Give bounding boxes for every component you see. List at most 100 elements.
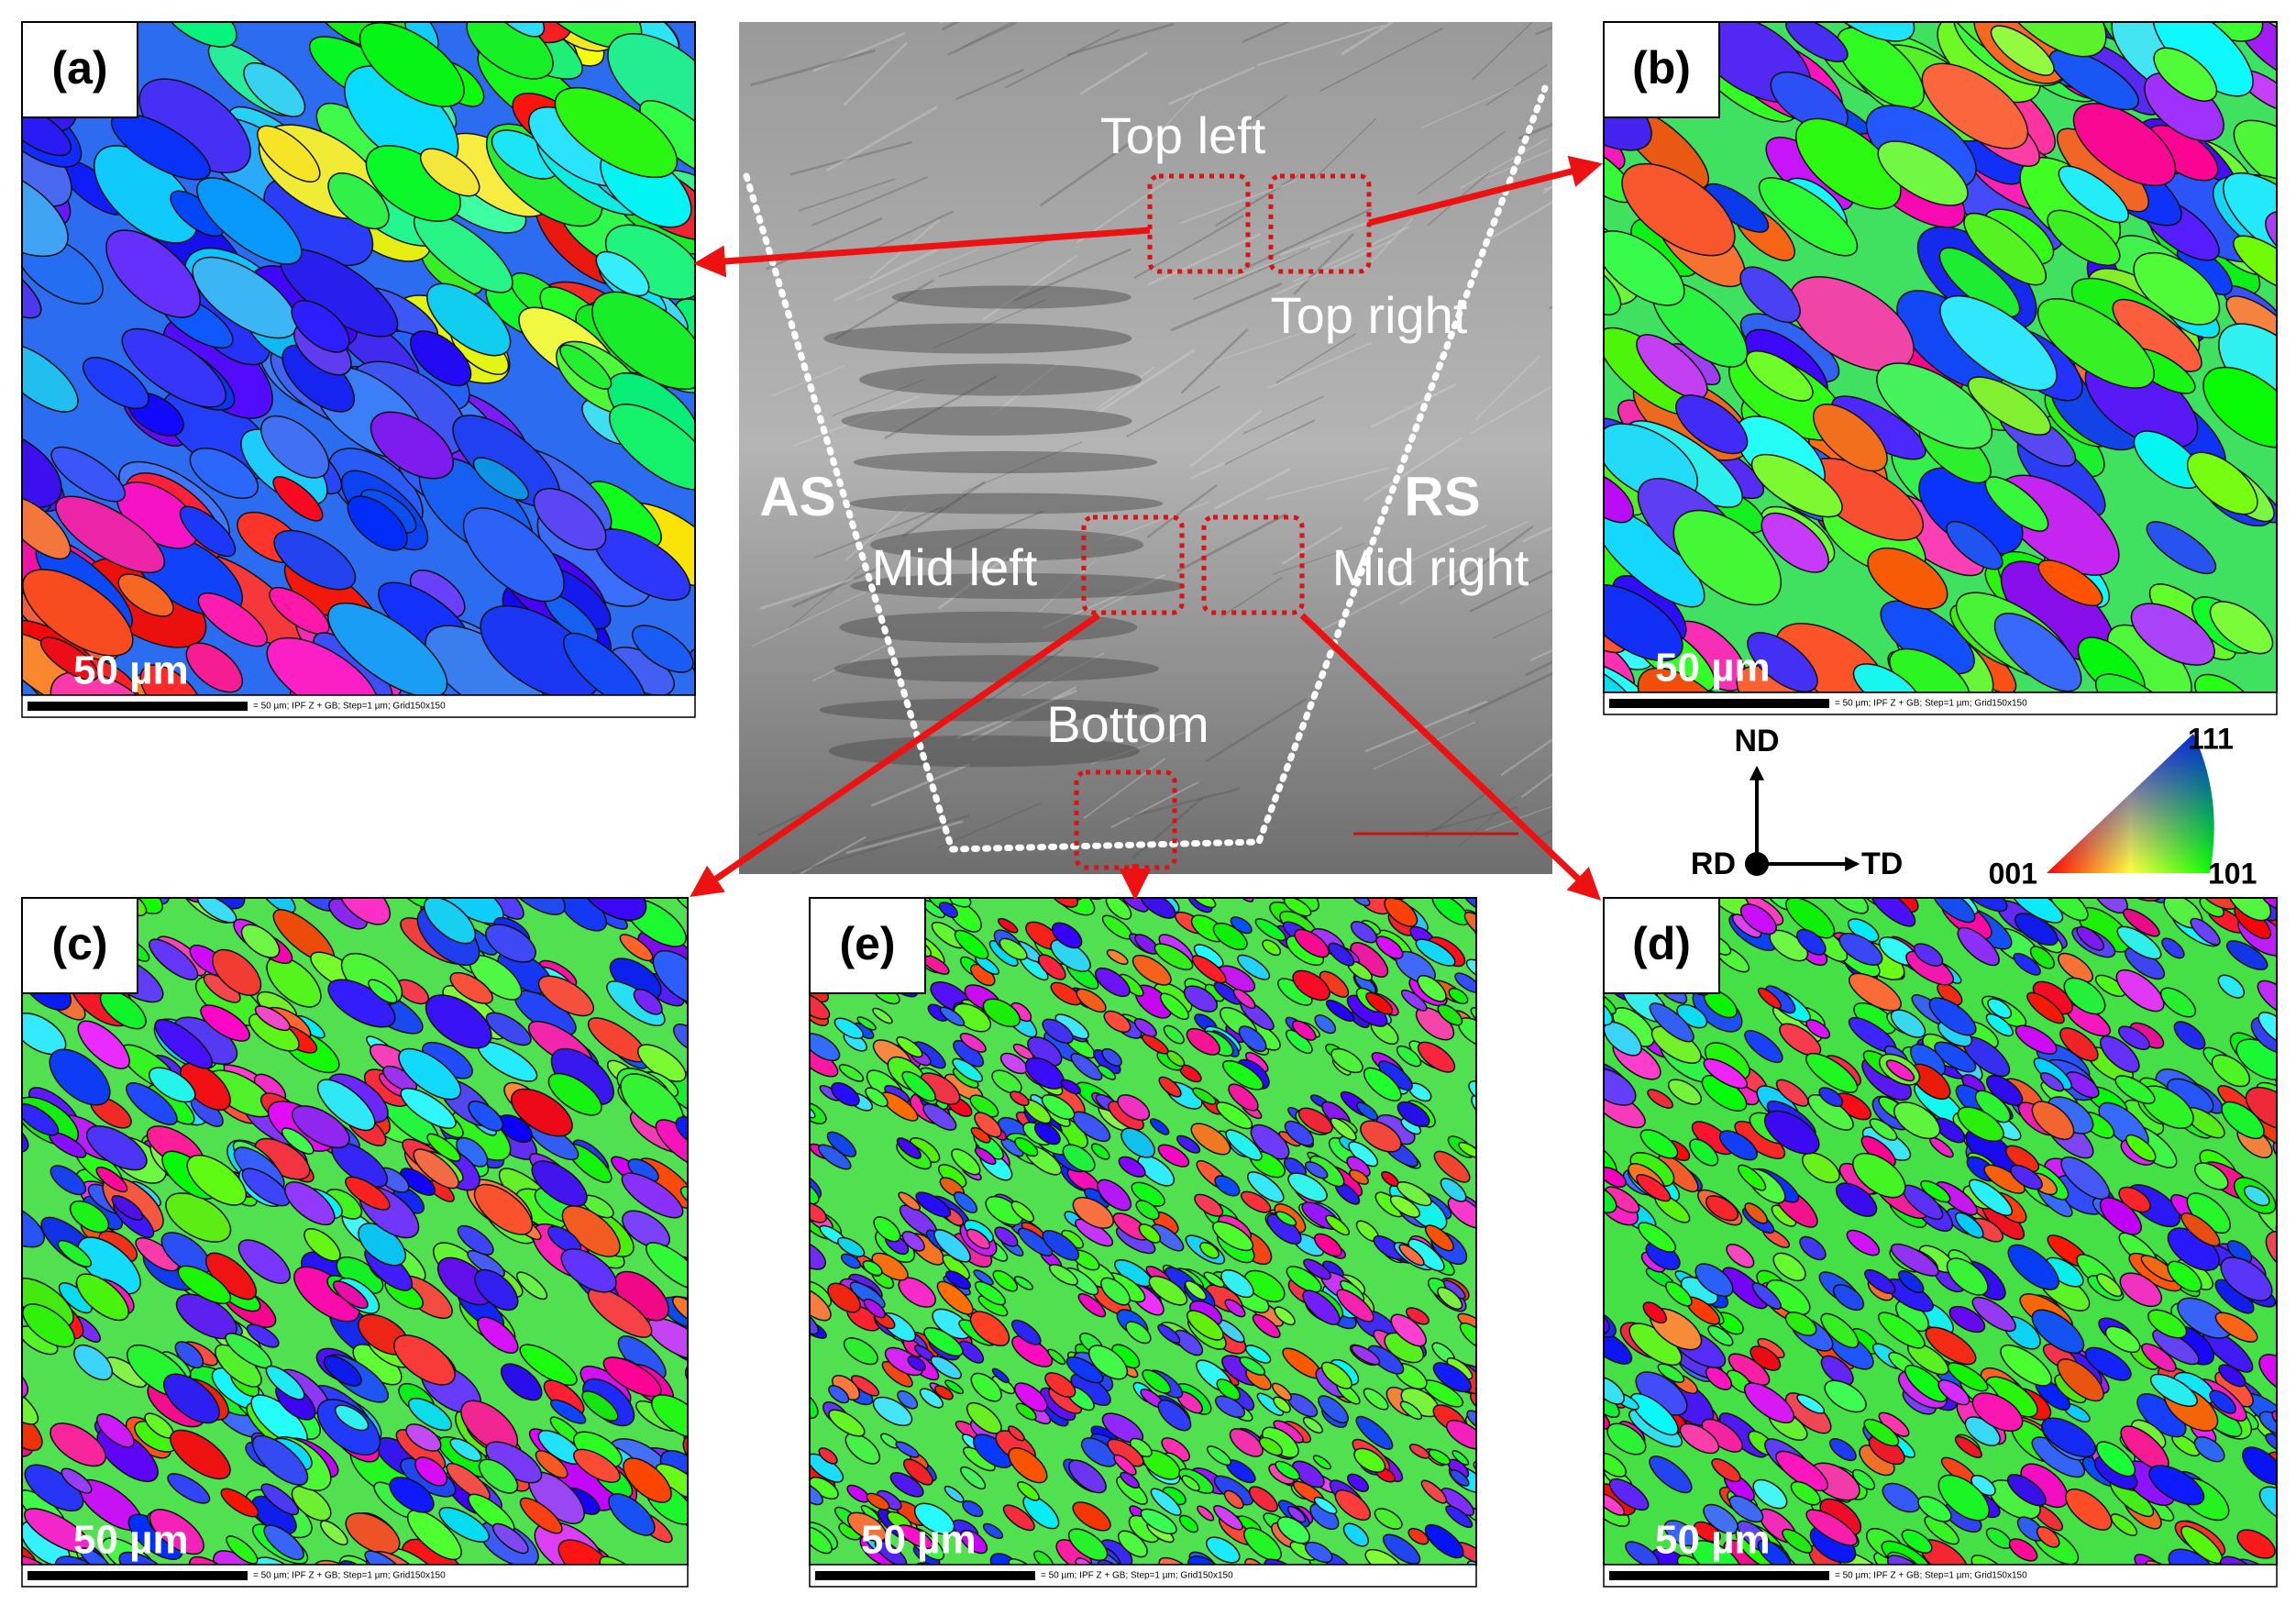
grain: [1476, 878, 1518, 913]
grain: [269, 586, 330, 636]
grain: [1471, 1093, 1476, 1129]
grain: [1351, 1345, 1381, 1366]
scale-label: 50 µm: [73, 1518, 189, 1563]
grain: [1474, 926, 1476, 956]
grain: [1037, 954, 1066, 980]
grain: [196, 177, 303, 265]
grain: [500, 1363, 543, 1401]
grain: [2000, 1344, 2052, 1387]
grain: [1675, 394, 1749, 455]
grain: [896, 1035, 923, 1058]
grain: [1667, 1079, 1703, 1105]
grain: [2258, 1411, 2277, 1436]
grain: [772, 1042, 812, 1079]
grain: [1184, 1279, 1208, 1301]
grain: [992, 1269, 1019, 1292]
grain: [291, 1485, 332, 1522]
grain: [241, 1168, 291, 1207]
grain: [55, 495, 166, 574]
grain: [1794, 117, 1902, 210]
grain: [1044, 1372, 1076, 1399]
texture-streak: [1520, 772, 1552, 799]
grain: [1334, 1489, 1371, 1522]
grain: [1258, 1436, 1284, 1456]
grain: [2006, 1474, 2047, 1507]
grain: [1142, 1369, 1172, 1394]
texture-streak: [1370, 382, 1457, 428]
texture-streak: [844, 503, 911, 561]
grain: [1140, 1508, 1177, 1535]
grain: [1138, 1223, 1162, 1244]
grain: [1087, 1345, 1129, 1380]
texture-streak: [1004, 28, 1120, 89]
grain: [1604, 259, 1622, 315]
grain: [1432, 1362, 1472, 1393]
grain: [316, 1079, 376, 1132]
grain: [1374, 1508, 1403, 1530]
grain: [2008, 1538, 2038, 1562]
grain: [2260, 898, 2277, 911]
grain: [323, 1355, 362, 1387]
grain: [393, 1334, 456, 1386]
grain: [1206, 1536, 1241, 1564]
grain: [683, 1157, 739, 1208]
flow-band: [869, 528, 1144, 561]
grain: [1336, 1289, 1374, 1323]
grain: [1812, 403, 1888, 472]
grain: [2031, 1101, 2075, 1141]
grain: [77, 1020, 130, 1069]
scale-label: 50 µm: [861, 1518, 977, 1563]
grain: [75, 1273, 129, 1322]
grain: [970, 1372, 1002, 1402]
grain: [1870, 898, 1916, 927]
grain: [1470, 1007, 1476, 1029]
grain: [1117, 1094, 1151, 1122]
texture-streak: [1467, 671, 1552, 714]
grain: [1785, 898, 1836, 939]
grain: [936, 1280, 974, 1315]
grain: [1214, 1395, 1246, 1419]
grain: [1638, 1222, 1677, 1253]
grain: [1889, 648, 1970, 692]
grain: [2084, 1346, 2132, 1381]
label-box: [809, 897, 926, 994]
texture-streak: [1215, 174, 1299, 227]
texture-streak: [1524, 660, 1552, 677]
grain: [2193, 1436, 2225, 1463]
region-box: [1201, 515, 1305, 615]
scale-caption: = 50 µm; IPF Z + GB; Step=1 µm; Grid150x…: [1835, 1571, 2027, 1581]
grain: [1428, 1448, 1452, 1466]
grain: [1190, 1123, 1231, 1156]
grain: [1286, 1505, 1307, 1523]
label-box: [21, 21, 138, 118]
grain: [1240, 1190, 1272, 1213]
grain: [519, 1344, 578, 1387]
panel-label: (b): [1632, 42, 1691, 94]
texture-streak: [1485, 149, 1552, 180]
grain: [769, 1456, 799, 1480]
grain: [2146, 521, 2217, 574]
grain: [49, 1048, 111, 1106]
grain: [1304, 1161, 1329, 1179]
grain: [2141, 1343, 2177, 1372]
grain: [1989, 22, 2107, 58]
ebsd-map: [1604, 22, 2277, 692]
grain: [1939, 294, 2058, 392]
grain: [1183, 985, 1219, 1013]
texture-streak: [1398, 555, 1483, 605]
grain: [772, 1022, 796, 1042]
texture-streak: [1275, 333, 1357, 384]
grain: [1273, 1396, 1291, 1413]
grain: [2076, 925, 2104, 951]
grain: [1408, 1444, 1430, 1459]
grain: [1739, 266, 1801, 324]
grain: [281, 1127, 315, 1155]
grain: [2245, 1086, 2277, 1130]
grain: [930, 1356, 962, 1379]
grain: [1486, 880, 1508, 900]
grain: [1100, 1277, 1131, 1306]
grain: [1213, 981, 1242, 1005]
grain: [1015, 1402, 1037, 1421]
grain: [327, 172, 390, 230]
grain: [1649, 1456, 1693, 1494]
